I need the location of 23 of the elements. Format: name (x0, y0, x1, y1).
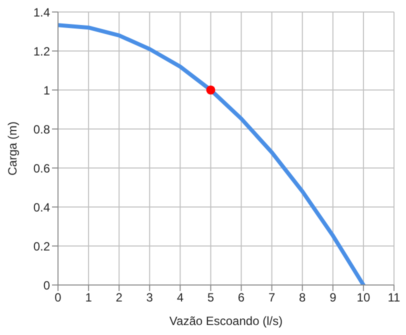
x-tick-label: 0 (54, 290, 62, 305)
x-tick-label: 8 (299, 290, 306, 305)
x-tick-label: 1 (85, 290, 92, 305)
x-axis-title: Vazão Escoando (l/s) (169, 314, 283, 328)
y-tick-label: 0.4 (33, 200, 50, 214)
x-tick-label: 5 (207, 290, 214, 305)
x-tick-label: 11 (388, 290, 401, 305)
y-tick-label: 0.2 (33, 239, 50, 254)
y-tick-label: 0.8 (33, 122, 50, 136)
y-tick-label: 1.4 (33, 5, 50, 20)
x-tick-label: 2 (116, 290, 123, 305)
y-tick-label: 1 (43, 83, 50, 98)
x-tick-label: 6 (238, 290, 245, 305)
x-tick-label: 4 (176, 290, 184, 305)
x-tick-label: 10 (356, 290, 370, 305)
x-tick-label: 9 (330, 290, 337, 305)
y-tick-label: 0.6 (33, 161, 50, 176)
y-tick-label: 1.2 (33, 44, 50, 58)
x-tick-label: 7 (268, 290, 276, 305)
line-series (58, 23, 366, 285)
x-tick-label: 3 (146, 290, 154, 305)
y-axis-title: Carga (m) (5, 121, 20, 176)
y-tick-label: 0 (43, 278, 50, 292)
